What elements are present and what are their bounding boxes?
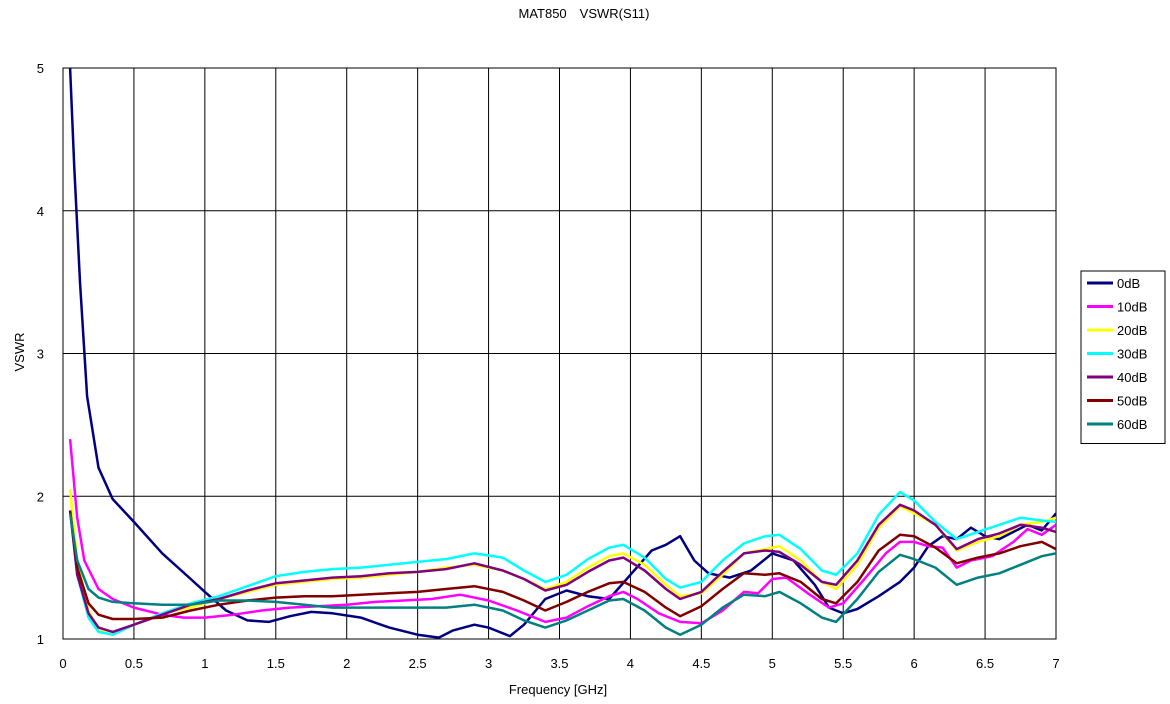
x-tick-label: 0 — [59, 656, 66, 671]
legend-label: 50dB — [1117, 394, 1147, 409]
legend-label: 10dB — [1117, 300, 1147, 315]
legend-box — [1080, 270, 1166, 444]
legend: 0dB 10dB 20dB 30dB 40dB 50dB 60dB — [1080, 270, 1166, 444]
x-tick-label: 7 — [1052, 656, 1059, 671]
y-axis-ticks: 1 2 3 4 5 — [37, 61, 44, 647]
x-tick-label: 6.5 — [976, 656, 994, 671]
series-line-30db — [68, 490, 1056, 636]
x-tick-label: 4 — [627, 656, 634, 671]
x-tick-label: 6 — [911, 656, 918, 671]
x-tick-label: 0.5 — [125, 656, 143, 671]
series-line-60db — [68, 513, 1056, 636]
legend-label: 0dB — [1117, 276, 1140, 291]
x-tick-label: 3 — [485, 656, 492, 671]
y-tick-label: 5 — [37, 61, 44, 76]
x-tick-label: 5 — [769, 656, 776, 671]
x-axis-title: Frequency [GHz] — [509, 682, 607, 697]
series-line-10db — [68, 438, 1056, 625]
legend-label: 20dB — [1117, 323, 1147, 338]
legend-label: 30dB — [1117, 347, 1147, 362]
y-tick-label: 3 — [37, 347, 44, 362]
plot-frame — [62, 67, 1057, 640]
x-tick-label: 2.5 — [409, 656, 427, 671]
x-tick-label: 3.5 — [550, 656, 568, 671]
legend-label: 60dB — [1117, 417, 1147, 432]
series-line-50db — [68, 510, 1056, 621]
series-line-40db — [68, 503, 1056, 634]
y-tick-label: 4 — [37, 204, 44, 219]
y-axis-title: VSWR — [12, 333, 27, 372]
series-line-0db — [68, 68, 1056, 639]
chart-title: MAT850 VSWR(S11) — [519, 6, 650, 21]
x-tick-label: 5.5 — [834, 656, 852, 671]
plot-area — [62, 67, 1057, 640]
legend-label: 40dB — [1117, 370, 1147, 385]
x-axis-ticks: 0 0.5 1 1.5 2 2.5 3 3.5 4 4.5 5 5.5 6 6.5 7 — [59, 656, 1059, 671]
x-tick-label: 4.5 — [692, 656, 710, 671]
y-tick-label: 1 — [37, 632, 44, 647]
x-tick-label: 1 — [201, 656, 208, 671]
x-tick-label: 1.5 — [267, 656, 285, 671]
y-tick-label: 2 — [37, 489, 44, 504]
x-tick-label: 2 — [343, 656, 350, 671]
series-line-20db — [68, 488, 1056, 636]
